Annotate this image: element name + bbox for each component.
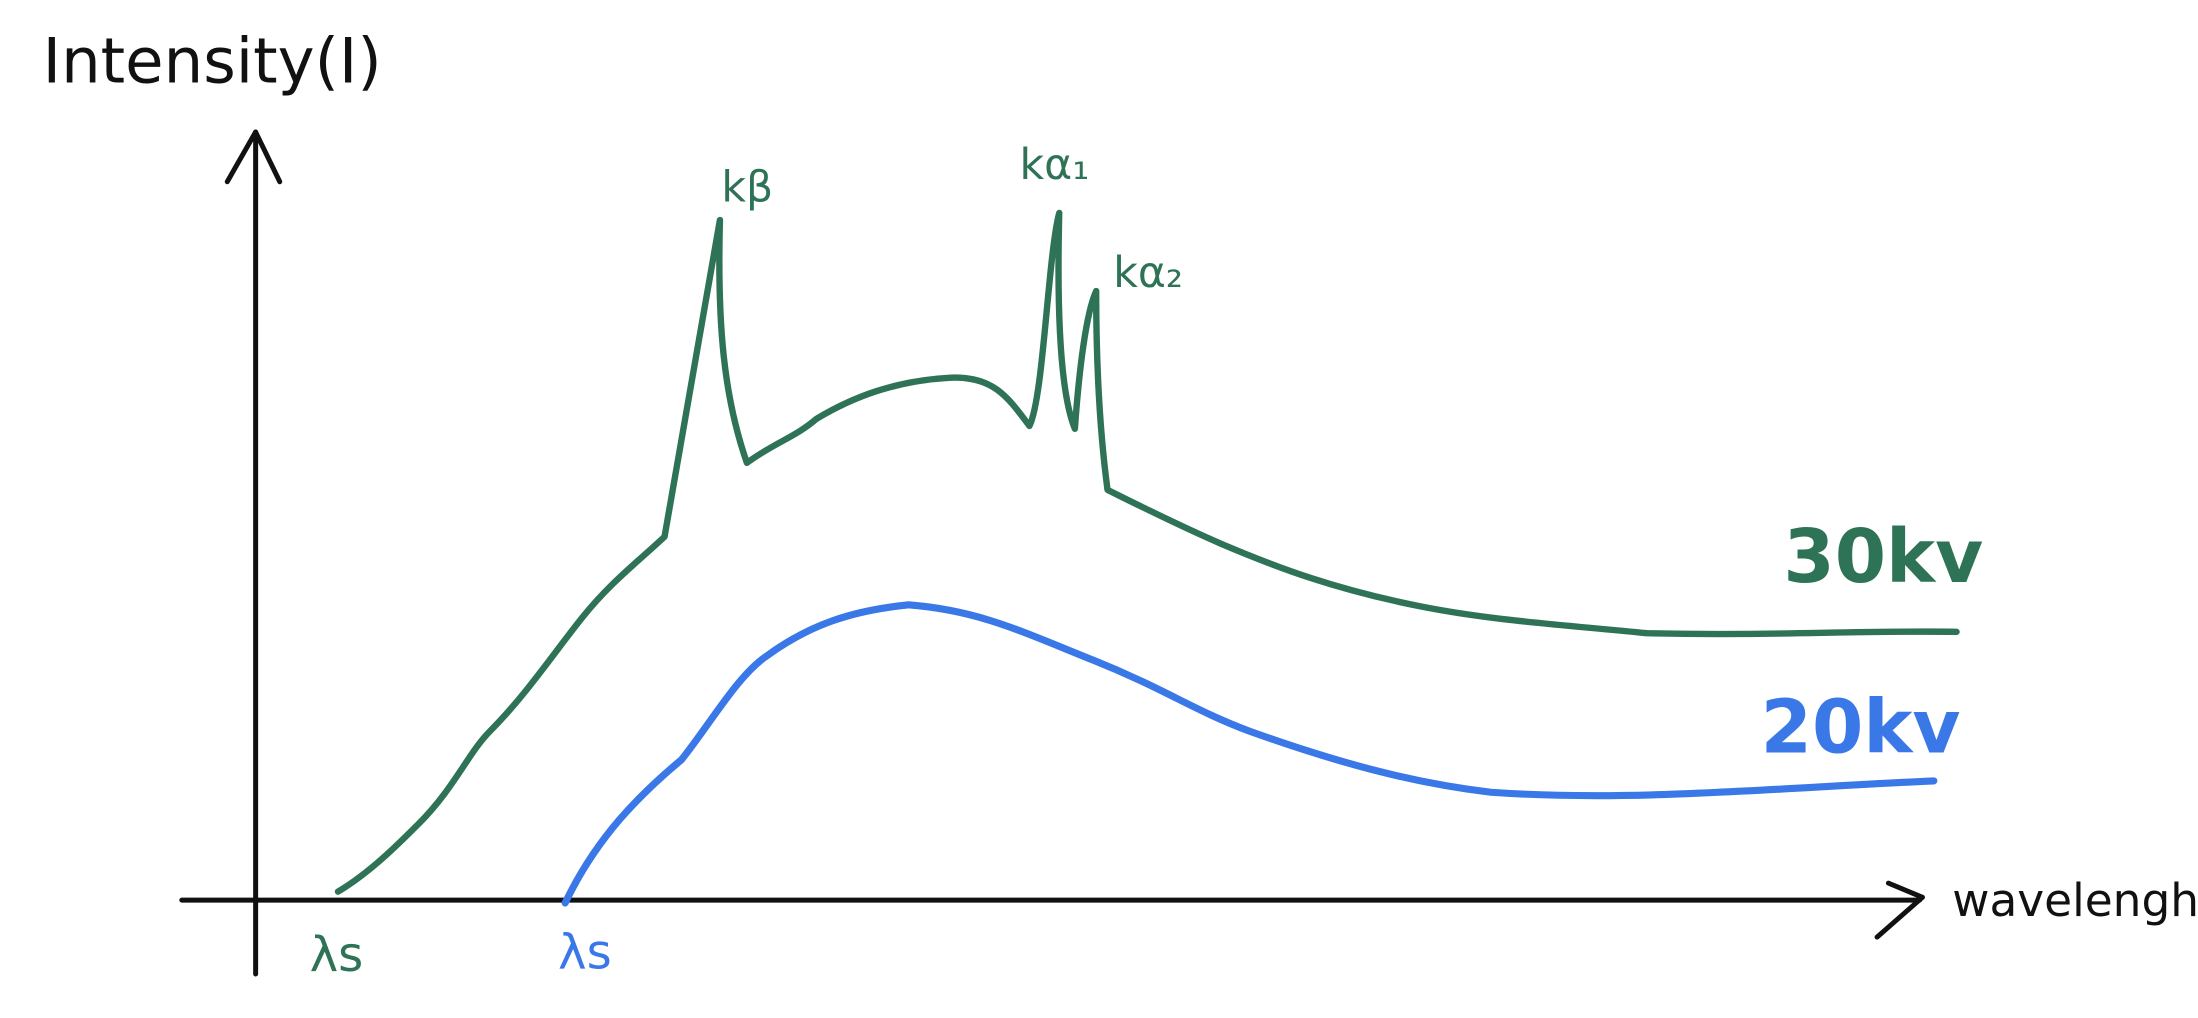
origin-label: λs xyxy=(310,927,364,983)
origin-label: λs xyxy=(558,924,612,980)
peak-label: kα₁ xyxy=(1019,140,1089,190)
x-axis-label: wavelengh xyxy=(1952,874,2198,927)
peak-label: kα₂ xyxy=(1113,248,1183,298)
curve-20kv xyxy=(561,601,1938,907)
curve-label: 30kv xyxy=(1783,514,1983,600)
y-axis-arrow xyxy=(224,129,283,185)
curve-30kv xyxy=(334,209,1960,895)
peak-label: kβ xyxy=(721,163,773,213)
y-axis-label: Intensity(I) xyxy=(43,24,382,97)
curve-label: 20kv xyxy=(1761,684,1961,770)
x-axis-arrow xyxy=(1874,880,1925,940)
